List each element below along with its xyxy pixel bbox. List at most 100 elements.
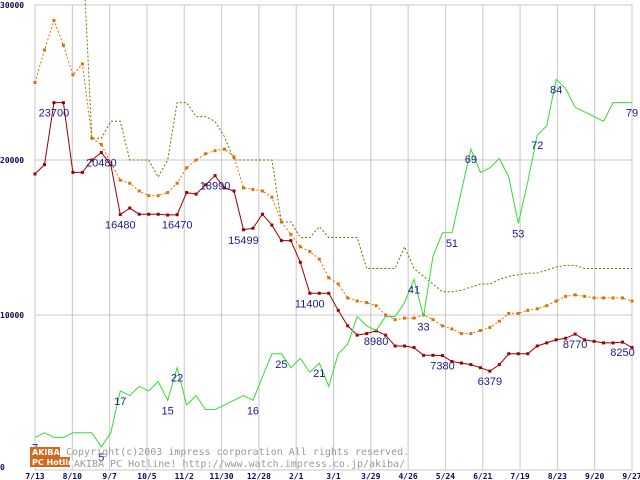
data-label: 21 <box>313 368 325 380</box>
avg-price-point <box>33 81 37 84</box>
avg-price-point <box>232 155 236 159</box>
min-price-point <box>327 291 331 295</box>
data-label: 16470 <box>162 220 193 232</box>
data-label: 51 <box>446 238 458 250</box>
data-label: 18990 <box>200 181 231 193</box>
min-price-point <box>469 363 473 367</box>
min-price-point <box>128 206 132 210</box>
logo-text-top: AKIBA <box>32 448 60 457</box>
min-price-point <box>33 172 37 176</box>
avg-price-point <box>327 276 331 280</box>
avg-price-point <box>194 158 198 162</box>
avg-price-point <box>175 181 179 185</box>
avg-price-point <box>223 147 227 151</box>
avg-price-point <box>545 304 549 308</box>
y-tick-label: 30000 <box>0 1 24 10</box>
data-label: 11400 <box>295 298 325 310</box>
data-label: 25 <box>275 359 287 371</box>
min-price-point <box>545 341 549 345</box>
data-label: 8250 <box>610 347 634 359</box>
avg-price-point <box>554 299 558 303</box>
min-price-point <box>478 366 482 370</box>
x-tick-label: 8/10 <box>63 472 82 480</box>
avg-price-point <box>270 195 274 199</box>
data-label: 16480 <box>105 220 136 232</box>
avg-price-point <box>298 245 302 249</box>
min-price-point <box>251 226 255 230</box>
min-price-point <box>308 291 312 295</box>
data-label: 72 <box>531 140 543 152</box>
min-price-point <box>602 341 606 345</box>
min-price-point <box>166 213 170 217</box>
min-price-point <box>213 174 217 178</box>
data-label: 69 <box>465 154 477 166</box>
data-label: 17 <box>114 396 126 408</box>
avg-price-point <box>564 294 568 298</box>
avg-price-point <box>450 327 454 331</box>
min-price-point <box>99 151 103 155</box>
x-tick-label: 11/2 <box>175 472 194 480</box>
avg-price-point <box>431 318 435 322</box>
min-price-point <box>175 213 179 217</box>
x-tick-label: 9/20 <box>585 472 604 480</box>
min-price-point <box>346 324 350 328</box>
min-price-point <box>185 191 189 195</box>
min-price-point <box>365 332 369 336</box>
data-label: 8980 <box>364 336 388 348</box>
avg-price-point <box>213 149 217 153</box>
min-price-point <box>535 344 539 348</box>
min-price-point <box>194 192 198 196</box>
min-price-point <box>317 291 321 295</box>
avg-price-point <box>516 311 520 315</box>
copyright-text: Copyright(c)2003 impress corporation All… <box>66 447 409 458</box>
min-price-point <box>611 341 615 345</box>
avg-price-point <box>308 249 312 253</box>
min-price-point <box>223 186 227 190</box>
avg-price-point <box>507 311 511 315</box>
min-price-point <box>90 158 94 162</box>
y-tick-label: 20000 <box>0 156 24 165</box>
avg-price-point <box>260 189 264 193</box>
min-price-point <box>507 352 511 356</box>
avg-price-point <box>384 313 388 317</box>
x-tick-label: 9/27 <box>622 472 640 480</box>
data-label: 41 <box>408 284 420 296</box>
min-price-point <box>450 360 454 363</box>
x-tick-label: 5/24 <box>436 472 455 480</box>
avg-price-point <box>469 332 473 336</box>
x-tick-label: 2/1 <box>289 472 304 480</box>
min-price-point <box>516 352 520 356</box>
max-price-line <box>84 0 632 293</box>
min-price-point <box>298 260 302 264</box>
x-tick-label: 12/28 <box>247 472 271 480</box>
avg-price-point <box>346 296 350 300</box>
avg-price-point <box>355 299 359 303</box>
min-price-point <box>71 170 75 174</box>
avg-price-point <box>592 296 596 300</box>
avg-price-point <box>317 257 321 261</box>
data-label: 33 <box>417 322 429 334</box>
min-price-point <box>422 353 426 357</box>
min-price-point <box>573 332 577 336</box>
avg-price-line <box>34 18 633 335</box>
min-price-point <box>336 308 340 312</box>
avg-price-point <box>403 316 407 320</box>
min-price-point <box>260 212 264 216</box>
min-price-point <box>42 163 46 167</box>
min-price-point <box>431 353 435 357</box>
x-tick-label: 11/30 <box>210 472 234 480</box>
series-lines <box>33 0 634 448</box>
avg-price-point <box>279 220 283 224</box>
avg-price-point <box>241 186 245 190</box>
avg-price-point <box>573 293 577 297</box>
avg-price-point <box>128 181 132 185</box>
logo-text-bottom: PC Hotline! <box>32 458 83 467</box>
x-tick-label: 7/19 <box>510 472 529 480</box>
avg-price-point <box>621 296 625 300</box>
min-price-point <box>440 354 444 358</box>
min-price-point <box>497 363 501 367</box>
y-tick-label: 0 <box>0 463 5 472</box>
data-labels: 23700 20480 16480 16470 18990 15499 11400 8980 7… <box>32 84 638 463</box>
min-price-point <box>554 338 558 342</box>
